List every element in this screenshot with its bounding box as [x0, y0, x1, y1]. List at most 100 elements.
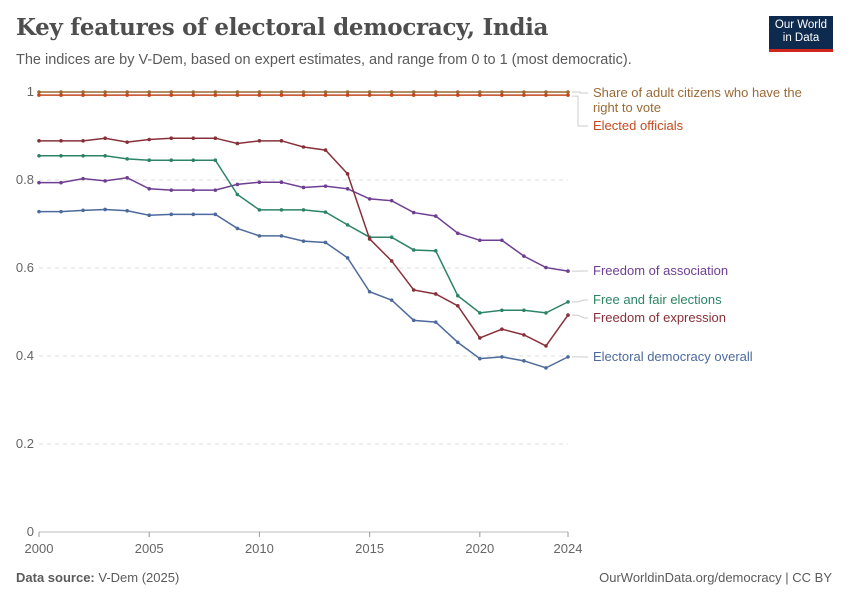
data-point: [125, 140, 129, 144]
x-tick-label: 2024: [554, 541, 583, 556]
data-point: [323, 240, 328, 245]
chart-title: Key features of electoral democracy, Ind…: [16, 14, 549, 41]
x-tick-label: 2000: [25, 541, 54, 556]
data-point: [191, 188, 196, 192]
data-point: [455, 93, 460, 97]
data-point: [522, 333, 526, 337]
series-label: Share of adult citizens who have the righ…: [593, 85, 802, 115]
data-point: [279, 90, 284, 94]
data-point: [411, 90, 416, 94]
label-connector: [572, 299, 588, 303]
source-value[interactable]: V-Dem (2025): [98, 570, 180, 585]
data-point: [191, 93, 196, 97]
data-point: [213, 158, 218, 162]
data-point: [301, 208, 306, 212]
data-point: [455, 293, 460, 298]
data-point: [103, 154, 107, 158]
label-connector: [572, 91, 588, 94]
data-point: [235, 192, 240, 197]
data-point: [125, 176, 129, 180]
data-point: [81, 154, 85, 158]
owid-logo[interactable]: Our World in Data: [769, 16, 833, 52]
data-point: [147, 93, 152, 97]
data-point: [169, 212, 174, 217]
data-point: [257, 234, 262, 238]
data-point: [500, 308, 504, 313]
data-point: [478, 311, 482, 315]
y-tick-label: 0.4: [16, 348, 34, 363]
data-point: [478, 90, 482, 94]
y-tick-label: 0.6: [16, 260, 34, 275]
data-point: [345, 93, 350, 97]
data-point: [455, 304, 460, 308]
data-point: [147, 90, 152, 94]
chart-subtitle: The indices are by V-Dem, based on exper…: [16, 52, 632, 68]
data-point: [125, 93, 129, 97]
data-point: [411, 318, 416, 323]
data-point: [103, 93, 107, 97]
data-point: [433, 214, 438, 218]
data-point: [81, 176, 85, 181]
data-point: [566, 313, 570, 317]
data-point: [279, 208, 284, 212]
y-tick-label: 0.8: [16, 172, 34, 187]
data-point: [213, 93, 218, 97]
data-point: [59, 139, 63, 143]
data-point: [323, 210, 328, 214]
x-tick-label: 2010: [245, 541, 274, 556]
data-point: [345, 256, 350, 260]
data-point: [235, 182, 240, 187]
data-point: [103, 207, 107, 212]
data-point: [522, 308, 526, 313]
data-point: [323, 90, 328, 94]
y-tick-label: 0: [27, 524, 34, 539]
data-point: [257, 139, 262, 143]
data-point: [367, 197, 372, 201]
data-point: [544, 93, 548, 97]
data-point: [191, 212, 196, 217]
data-point: [235, 141, 240, 146]
data-point: [37, 139, 41, 143]
data-point: [411, 93, 416, 97]
data-point: [433, 93, 438, 97]
data-point: [257, 93, 262, 97]
data-point: [37, 154, 41, 158]
data-point: [544, 344, 548, 348]
data-point: [323, 184, 328, 188]
data-point: [500, 93, 504, 97]
data-point: [37, 180, 41, 185]
label-connector: [572, 95, 588, 127]
data-point: [544, 311, 548, 315]
data-point: [169, 158, 174, 162]
data-point: [478, 356, 482, 361]
data-point: [103, 179, 107, 183]
footer-link[interactable]: OurWorldinData.org/democracy | CC BY: [599, 570, 832, 585]
data-point: [367, 289, 372, 294]
y-tick-label: 1: [27, 84, 34, 99]
data-point: [500, 90, 504, 94]
data-point: [566, 355, 570, 359]
data-point: [147, 137, 152, 142]
data-point: [345, 172, 350, 176]
data-point: [103, 90, 107, 94]
series-label: Free and fair elections: [593, 292, 722, 307]
data-point: [81, 90, 85, 94]
x-tick-label: 2005: [135, 541, 164, 556]
data-point: [411, 210, 416, 215]
data-point: [455, 231, 460, 236]
data-point: [566, 300, 570, 304]
data-point: [455, 90, 460, 94]
data-point: [389, 198, 394, 203]
data-point: [169, 136, 174, 140]
data-point: [323, 148, 328, 152]
data-point: [59, 93, 63, 97]
data-point: [37, 93, 41, 97]
data-point: [191, 90, 196, 94]
data-point: [367, 90, 372, 94]
data-point: [411, 248, 416, 252]
data-point: [301, 185, 306, 190]
data-point: [213, 188, 218, 192]
data-point: [367, 93, 372, 97]
data-point: [500, 238, 504, 243]
